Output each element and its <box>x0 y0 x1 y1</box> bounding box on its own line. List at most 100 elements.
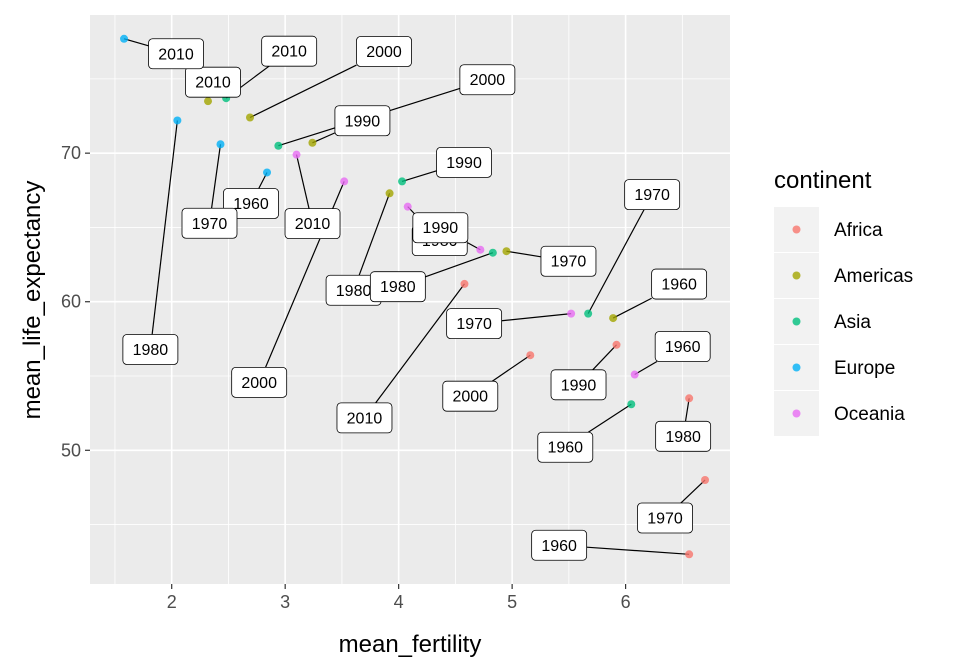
point-label-africa-1970: 1970 <box>647 511 683 528</box>
legend-label-africa: Africa <box>834 220 883 241</box>
label-box-europe-1960 <box>223 188 279 219</box>
x-tick-label: 2 <box>167 592 177 612</box>
label-connector-americas-1970 <box>506 250 542 258</box>
label-box-africa-2010 <box>336 402 393 434</box>
label-connector-oceania-2010 <box>295 154 310 209</box>
point-asia-1970 <box>584 309 593 318</box>
point-label-europe-1980: 1980 <box>133 342 169 359</box>
label-box-asia-1990 <box>436 146 492 178</box>
point-label-africa-2010: 2010 <box>347 410 383 427</box>
point-europe-1970 <box>216 140 225 149</box>
point-oceania-1980 <box>403 202 412 211</box>
label-connector-europe-2010 <box>123 38 149 47</box>
label-box-asia-2000 <box>459 64 516 96</box>
point-africa-1980 <box>685 394 694 403</box>
point-oceania-1960 <box>630 370 639 379</box>
x-axis-title: mean_fertility <box>339 631 482 658</box>
label-connector-africa-2000 <box>491 354 531 382</box>
x-tick-label: 5 <box>507 592 517 612</box>
label-box-oceania-1990 <box>412 212 469 244</box>
y-tick-label: 60 <box>61 292 81 312</box>
label-connector-americas-1960 <box>612 297 652 319</box>
label-box-oceania-1970 <box>446 308 503 340</box>
point-europe-1980 <box>173 116 182 125</box>
point-label-americas-1980: 1980 <box>336 283 372 300</box>
x-tick-label: 3 <box>280 592 290 612</box>
point-label-oceania-2010: 2010 <box>295 216 331 233</box>
label-box-europe-2010 <box>148 38 204 70</box>
point-label-africa-1990: 1990 <box>561 377 597 394</box>
point-oceania-1970 <box>567 309 576 318</box>
point-asia-1980 <box>488 248 497 257</box>
point-label-asia-2000: 2000 <box>470 72 506 89</box>
label-box-americas-2010 <box>185 66 241 98</box>
legend-key-europe <box>792 363 801 372</box>
label-box-asia-1970 <box>624 179 681 211</box>
point-africa-1990 <box>612 340 621 349</box>
legend-key-oceania <box>792 409 801 418</box>
label-box-oceania-1960 <box>654 331 711 362</box>
point-oceania-1990 <box>476 245 485 254</box>
point-label-americas-1960: 1960 <box>661 277 697 294</box>
point-labels: 1960 1970 1980 1990 2000 2010 1960 1970 1980 1990… <box>122 35 712 561</box>
label-box-americas-1970 <box>540 245 597 277</box>
y-tick-label: 50 <box>61 440 81 460</box>
point-label-americas-1990: 1990 <box>345 113 381 130</box>
label-connector-africa-1990 <box>592 344 617 371</box>
label-connector-asia-1990 <box>401 170 437 182</box>
point-label-asia-1960: 1960 <box>547 440 583 457</box>
label-box-africa-1980 <box>655 420 712 452</box>
legend-key-asia <box>792 317 801 326</box>
point-label-asia-1970: 1970 <box>634 187 670 204</box>
y-axis-title: mean_life_expectancy <box>19 181 46 420</box>
label-box-africa-1970 <box>637 502 693 534</box>
point-europe-2010 <box>120 34 129 43</box>
label-connector-africa-2010 <box>375 283 465 404</box>
point-africa-2000 <box>526 351 535 360</box>
label-connector-europe-1970 <box>210 144 222 209</box>
point-label-asia-2010: 2010 <box>271 44 307 61</box>
point-africa-2010 <box>460 279 469 288</box>
point-africa-1960 <box>685 550 694 559</box>
label-connector-asia-1960 <box>587 403 632 433</box>
x-axis-ticks: 2 3 4 5 6 <box>167 584 631 612</box>
legend-title: continent <box>774 167 872 194</box>
point-label-americas-1970: 1970 <box>551 254 587 271</box>
legend-label-oceania: Oceania <box>834 404 905 425</box>
legend-key-americas <box>792 271 801 280</box>
y-axis-ticks: 50 60 70 <box>61 143 90 460</box>
point-oceania-2010 <box>292 150 301 159</box>
point-label-oceania-1990: 1990 <box>423 220 459 237</box>
point-label-americas-2010: 2010 <box>195 75 231 92</box>
legend-label-americas: Americas <box>834 266 913 287</box>
point-label-europe-1960: 1960 <box>233 196 269 213</box>
point-label-oceania-2000: 2000 <box>241 375 277 392</box>
point-label-africa-1960: 1960 <box>541 538 577 555</box>
label-connector-africa-1960 <box>586 546 690 555</box>
label-connector-oceania-1960 <box>634 361 658 376</box>
label-box-africa-1990 <box>550 369 607 401</box>
point-asia-1990 <box>398 177 407 186</box>
label-box-europe-1980 <box>122 334 179 365</box>
x-tick-label: 4 <box>394 592 404 612</box>
point-label-oceania-1970: 1970 <box>456 316 492 333</box>
label-box-asia-1980 <box>369 271 426 303</box>
point-label-asia-1990: 1990 <box>446 155 482 172</box>
label-box-asia-1960 <box>537 431 594 463</box>
legend-key-africa <box>792 225 801 234</box>
label-box-asia-2010 <box>261 35 318 67</box>
legend: continent Africa Americas Asia Europe Oceani… <box>774 167 913 436</box>
label-box-europe-1970 <box>181 207 238 239</box>
label-box-oceania-2010 <box>284 208 341 240</box>
label-connector-asia-1970 <box>587 209 645 314</box>
point-oceania-2000 <box>340 177 349 186</box>
x-tick-label: 6 <box>621 592 631 612</box>
point-europe-1960 <box>263 168 272 177</box>
point-africa-1970 <box>701 476 710 485</box>
label-connector-europe-1980 <box>151 120 178 335</box>
point-asia-1960 <box>627 400 636 409</box>
label-connector-americas-1980 <box>358 193 391 276</box>
label-connector-americas-2000 <box>249 64 357 119</box>
label-connector-asia-1980 <box>425 252 494 278</box>
